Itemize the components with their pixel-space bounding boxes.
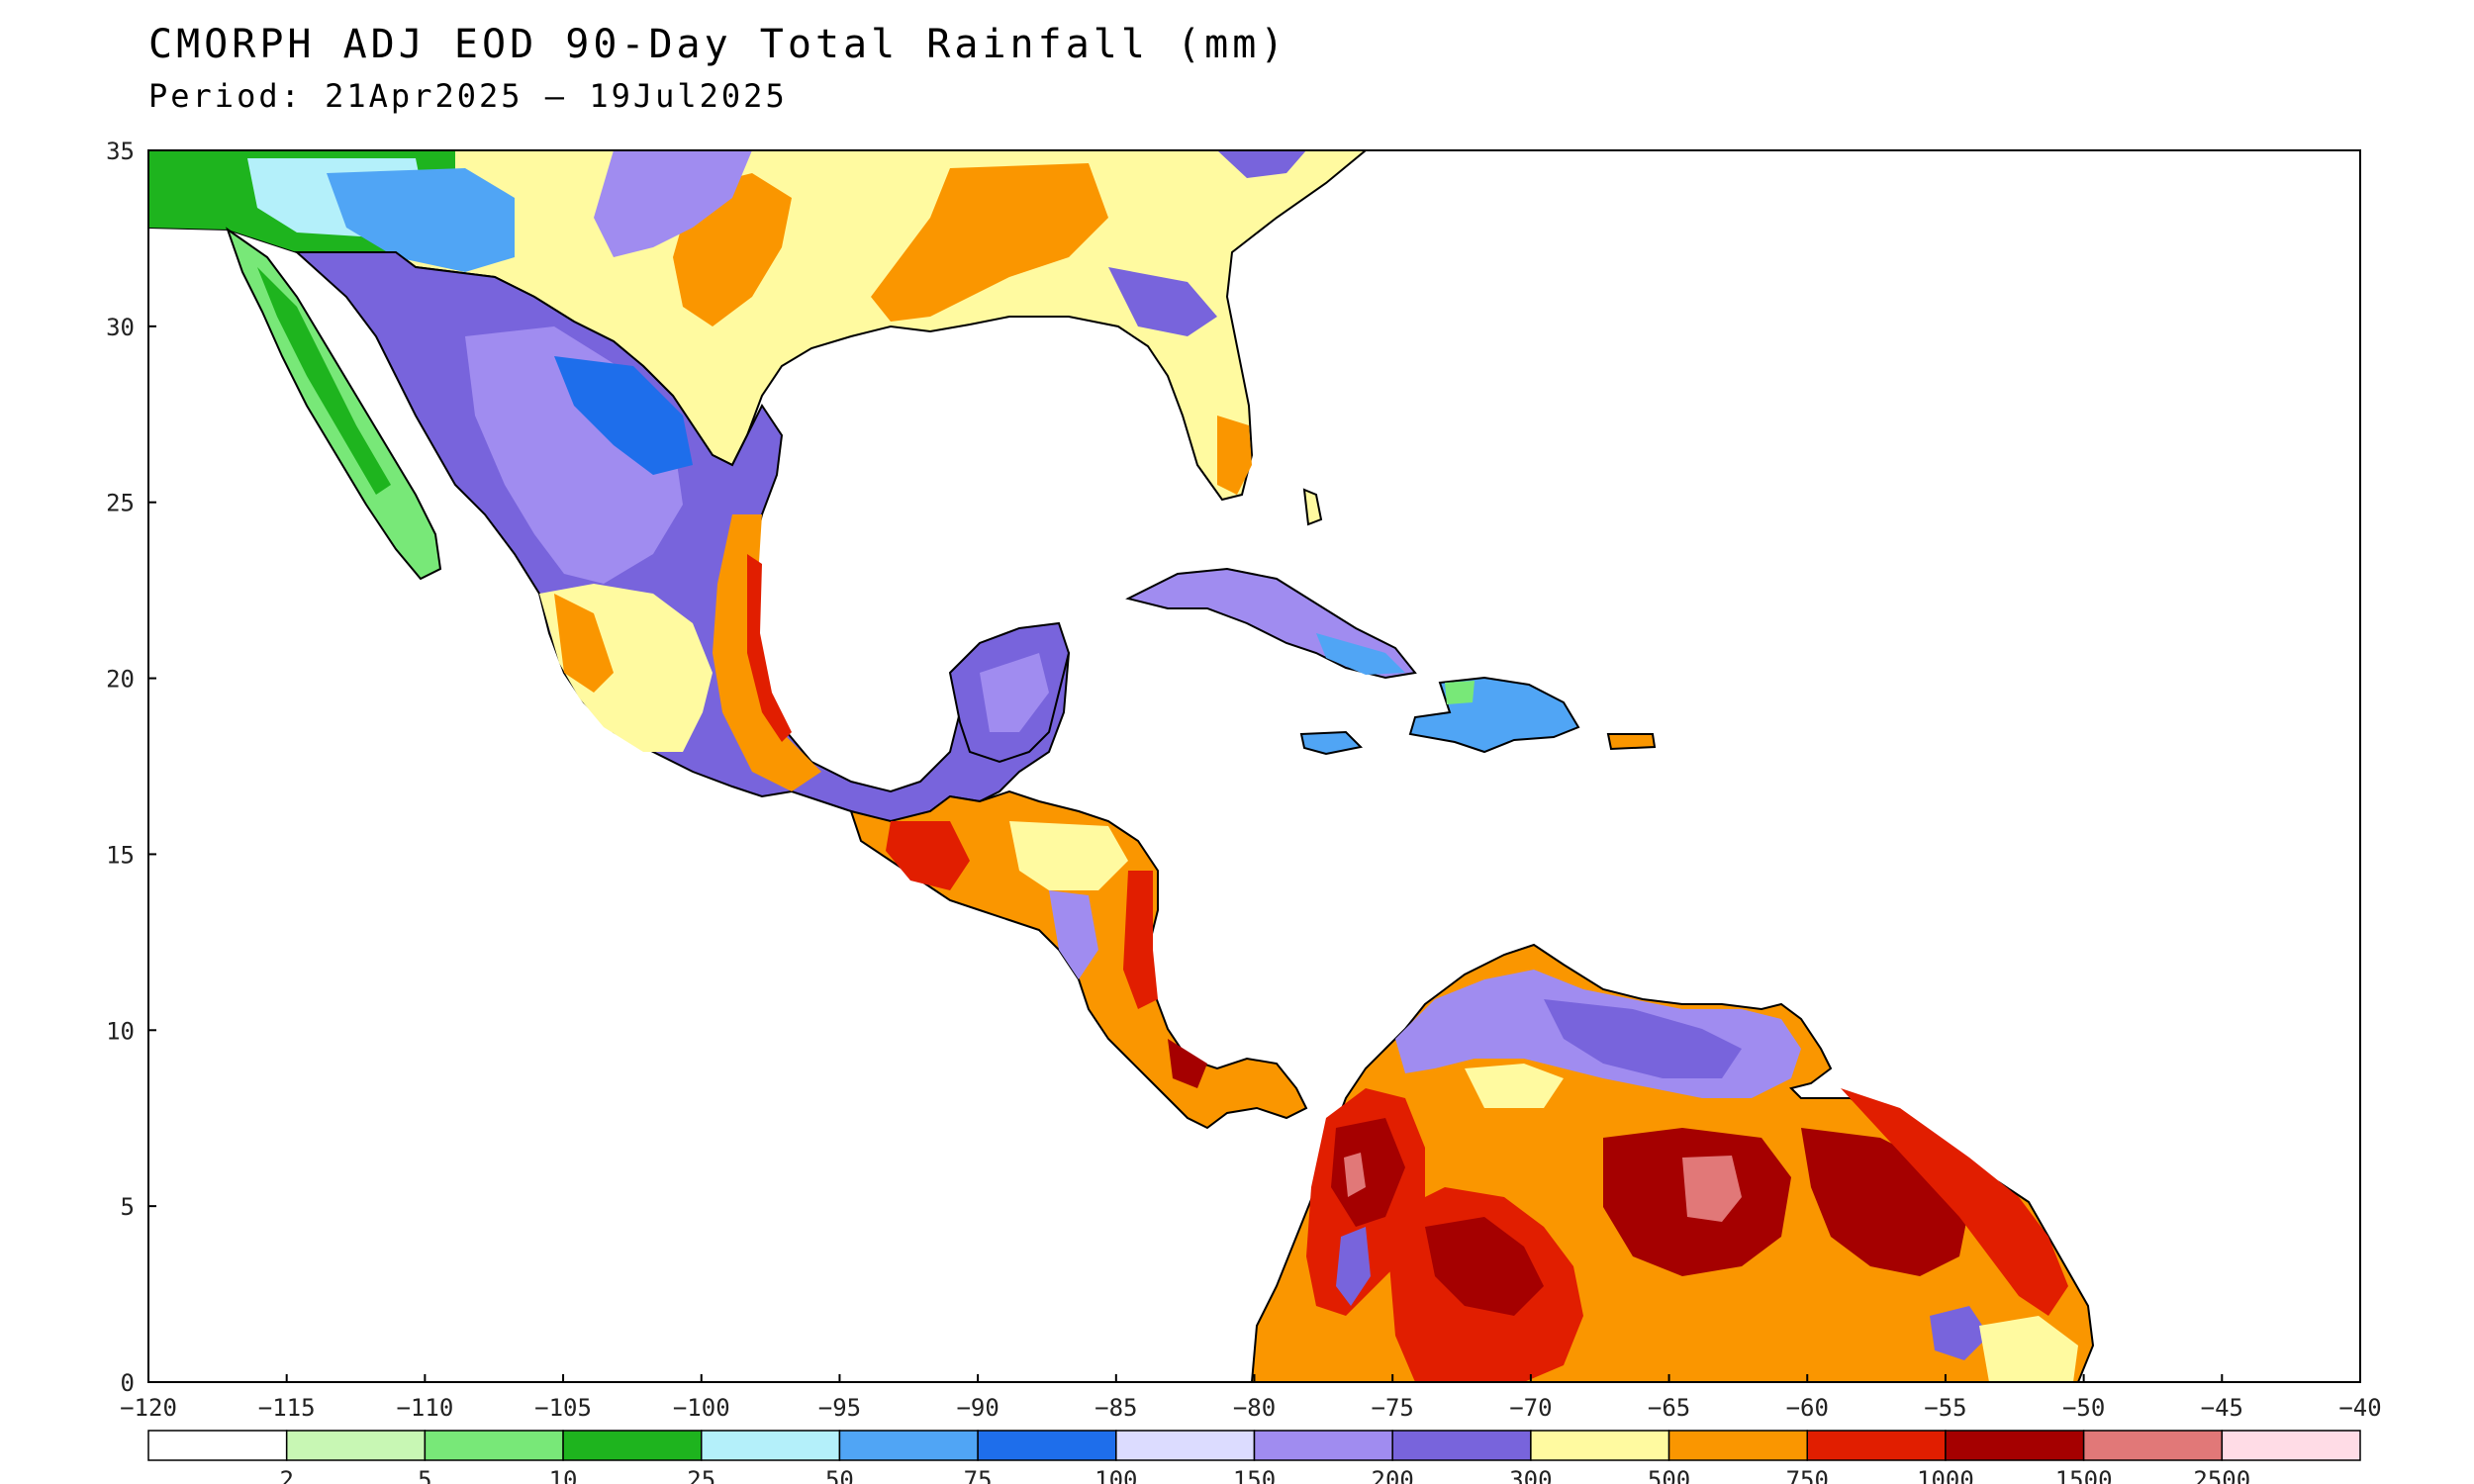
lat-tick-label: 5: [121, 1193, 135, 1221]
colorbar-swatch: [1945, 1430, 2085, 1461]
lat-tick-label: 30: [106, 314, 135, 341]
colorbar-label: 2: [279, 1466, 293, 1484]
colorbar-label: 5: [418, 1466, 431, 1484]
mexico-southwest-orange: [554, 594, 614, 693]
colorbar-swatch: [1530, 1430, 1670, 1461]
colorbar-label: 2500: [2193, 1466, 2250, 1484]
colorbar-label: 1500: [2055, 1466, 2113, 1484]
lon-tick-label: −120: [120, 1394, 177, 1422]
southwest-blue: [327, 168, 515, 272]
colorbar-swatch: [562, 1430, 703, 1461]
cuba-blue: [1316, 633, 1405, 675]
colorbar-legend: 2 5 10 25 50 75 100 150 200 300 500 750 1000 1500 2500: [147, 1430, 2361, 1484]
lon-tick-label: −110: [396, 1394, 453, 1422]
lon-tick-label: −50: [2062, 1394, 2105, 1422]
lon-tick-label: −95: [818, 1394, 861, 1422]
lat-tick-label: 10: [106, 1017, 135, 1045]
brazil-north-red: [1841, 1088, 2068, 1316]
venezuela-yellow: [1465, 1064, 1564, 1108]
honduras-yellow: [1009, 821, 1128, 890]
lat-tick-label: 0: [121, 1369, 135, 1397]
chart-title: CMORPH ADJ EOD 90-Day Total Rainfall (mm…: [148, 22, 1288, 67]
colombia-darkred: [1331, 1118, 1405, 1227]
colombia-pink: [1344, 1153, 1366, 1197]
colorbar-label: 50: [825, 1466, 854, 1484]
colorbar-swatch: [1391, 1430, 1532, 1461]
colorbar-swatch: [2082, 1430, 2224, 1461]
usa-purple-zone: [594, 150, 752, 257]
colorbar-label: 750: [1786, 1466, 1829, 1484]
latitude-axis: 0 5 10 15 20 25 30 35: [106, 138, 156, 1397]
colorbar-swatch: [1253, 1430, 1393, 1461]
lon-tick-label: −40: [2338, 1394, 2381, 1422]
venezuela-darkpurple: [1544, 999, 1742, 1078]
florida-orange: [1217, 416, 1252, 495]
mexico-blue-patch: [554, 356, 693, 475]
lon-tick-label: −105: [534, 1394, 592, 1422]
lat-tick-label: 35: [106, 138, 135, 165]
period-subtitle: Period: 21Apr2025 – 19Jul2025: [148, 77, 788, 115]
panama-red: [1168, 1039, 1207, 1088]
colorbar-label: 10: [549, 1466, 578, 1484]
yucatan-lightpurple: [980, 653, 1049, 732]
jamaica: [1299, 730, 1364, 756]
colorbar-label: 500: [1648, 1466, 1690, 1484]
hispaniola-green: [1445, 681, 1475, 704]
baja-green-core: [257, 267, 391, 495]
lon-tick-label: −70: [1509, 1394, 1552, 1422]
nicaragua-purple: [1049, 890, 1098, 979]
brazil-yellow-east: [1979, 1316, 2078, 1382]
colorbar-swatch: [838, 1430, 979, 1461]
lon-tick-label: −85: [1094, 1394, 1137, 1422]
colorbar-swatch: [424, 1430, 564, 1461]
lat-tick-label: 20: [106, 666, 135, 694]
colorbar-label: 75: [964, 1466, 993, 1484]
usa-orange-zone-2: [871, 163, 1108, 322]
lat-tick-label: 15: [106, 841, 135, 869]
colorbar-swatch: [1115, 1430, 1256, 1461]
rainfall-field: [148, 150, 2360, 1382]
colorbar-swatch: [1667, 1430, 1808, 1461]
bahamas: [1302, 488, 1323, 526]
lon-tick-label: −45: [2201, 1394, 2243, 1422]
colorbar-swatch: [701, 1430, 841, 1461]
mexico-orange-coast: [713, 514, 821, 791]
guiana-pink: [1682, 1156, 1742, 1222]
mexico-red-coast: [747, 554, 792, 742]
lon-tick-label: −75: [1372, 1394, 1414, 1422]
colorbar-swatch: [1806, 1430, 1947, 1461]
brazil-purple-patch: [1930, 1306, 1989, 1360]
colorbar-label: 300: [1509, 1466, 1552, 1484]
longitude-axis: −120 −115 −110 −105 −100 −95 −90 −85 −80 −75 −70 −6…: [120, 1374, 2382, 1422]
colorbar-swatch: [977, 1430, 1117, 1461]
usa-purple-zone-2: [1108, 267, 1217, 336]
lon-tick-label: −80: [1233, 1394, 1276, 1422]
lon-tick-label: −65: [1648, 1394, 1690, 1422]
central-america-red: [886, 821, 970, 890]
usa-purple-zone-3: [1217, 150, 1306, 178]
colorbar-label: 200: [1372, 1466, 1414, 1484]
lon-tick-label: −55: [1924, 1394, 1966, 1422]
colorbar-label: 150: [1233, 1466, 1276, 1484]
lon-tick-label: −90: [956, 1394, 999, 1422]
lat-tick-label: 25: [106, 490, 135, 517]
amazon-darkred-west: [1425, 1217, 1544, 1316]
central-america-red-2: [1123, 871, 1158, 1009]
colorbar-swatch: [147, 1430, 288, 1461]
lon-tick-label: −115: [258, 1394, 316, 1422]
puerto-rico: [1606, 733, 1657, 751]
colorbar-label: 25: [687, 1466, 715, 1484]
colorbar-swatch: [2221, 1430, 2361, 1461]
lon-tick-label: −60: [1786, 1394, 1829, 1422]
colorbar-label: 1000: [1917, 1466, 1974, 1484]
colorbar-label: 100: [1094, 1466, 1137, 1484]
colombia-purple-andes: [1336, 1227, 1371, 1306]
lon-tick-label: −100: [673, 1394, 730, 1422]
colorbar-swatch: [285, 1430, 427, 1461]
